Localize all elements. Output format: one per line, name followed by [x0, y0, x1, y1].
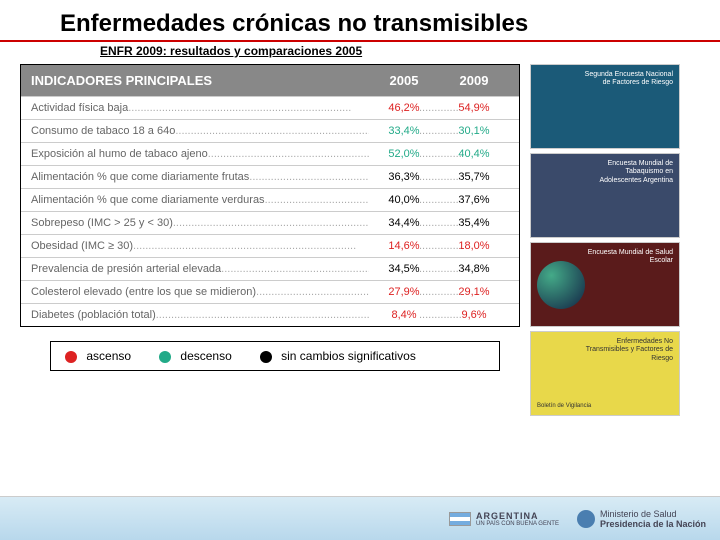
footer-ministry-text: Ministerio de Salud	[600, 509, 706, 519]
footer-tagline: UN PAÍS CON BUENA GENTE	[476, 521, 559, 527]
table-row: Obesidad (IMC ≥ 30)14,6%18,0%	[21, 234, 519, 257]
row-value-2005: 36,3%	[369, 171, 439, 183]
table-row: Consumo de tabaco 18 a 64o33,4%30,1%	[21, 119, 519, 142]
row-label: Obesidad (IMC ≥ 30)	[31, 240, 369, 252]
publication-thumb: Enfermedades No Transmisibles y Factores…	[530, 331, 680, 416]
row-label: Alimentación % que come diariamente frut…	[31, 171, 369, 183]
table-row: Exposición al humo de tabaco ajeno52,0%4…	[21, 142, 519, 165]
row-value-2005: 27,9%	[369, 286, 439, 298]
row-value-2005: 33,4%	[369, 125, 439, 137]
footer-presidency-text: Presidencia de la Nación	[600, 519, 706, 529]
row-label: Actividad física baja	[31, 102, 369, 114]
row-value-2005: 46,2%	[369, 102, 439, 114]
flag-icon	[449, 512, 471, 526]
footer-argentina: ARGENTINA UN PAÍS CON BUENA GENTE	[449, 511, 559, 527]
row-value-2005: 34,5%	[369, 263, 439, 275]
row-label: Colesterol elevado (entre los que se mid…	[31, 286, 369, 298]
footer-argentina-text: ARGENTINA	[476, 511, 559, 521]
page-title: Enfermedades crónicas no transmisibles	[0, 0, 720, 42]
header-2005: 2005	[369, 73, 439, 88]
row-value-2005: 40,0%	[369, 194, 439, 206]
publication-thumbnails: Segunda Encuesta Nacional de Factores de…	[530, 64, 710, 420]
content-area: INDICADORES PRINCIPALES 2005 2009 Activi…	[0, 64, 720, 371]
row-value-2005: 34,4%	[369, 217, 439, 229]
publication-thumb: Segunda Encuesta Nacional de Factores de…	[530, 64, 680, 149]
table-row: Alimentación % que come diariamente verd…	[21, 188, 519, 211]
dot-black-icon	[260, 351, 272, 363]
table-row: Sobrepeso (IMC > 25 y < 30)34,4%35,4%	[21, 211, 519, 234]
dot-green-icon	[159, 351, 171, 363]
dot-red-icon	[65, 351, 77, 363]
header-2009: 2009	[439, 73, 509, 88]
footer-ministry: Ministerio de Salud Presidencia de la Na…	[577, 509, 706, 529]
table-header: INDICADORES PRINCIPALES 2005 2009	[21, 65, 519, 96]
header-label: INDICADORES PRINCIPALES	[31, 73, 369, 88]
legend-descenso-label: descenso	[180, 349, 231, 363]
row-label: Diabetes (población total)	[31, 309, 369, 321]
shield-icon	[577, 510, 595, 528]
page-subtitle: ENFR 2009: resultados y comparaciones 20…	[0, 42, 720, 64]
row-value-2005: 8,4%	[369, 309, 439, 321]
thumb-subtitle: Boletín de Vigilancia	[537, 403, 667, 409]
row-label: Sobrepeso (IMC > 25 y < 30)	[31, 217, 369, 229]
row-value-2005: 14,6%	[369, 240, 439, 252]
table-row: Colesterol elevado (entre los que se mid…	[21, 280, 519, 303]
thumb-title: Encuesta Mundial de Salud Escolar	[583, 249, 673, 266]
thumb-title: Segunda Encuesta Nacional de Factores de…	[583, 71, 673, 88]
thumb-title: Encuesta Mundial de Tabaquismo en Adoles…	[583, 160, 673, 185]
table-row: Prevalencia de presión arterial elevada3…	[21, 257, 519, 280]
thumb-title: Enfermedades No Transmisibles y Factores…	[583, 338, 673, 363]
legend-ascenso: ascenso	[65, 349, 131, 363]
row-value-2005: 52,0%	[369, 148, 439, 160]
row-label: Consumo de tabaco 18 a 64o	[31, 125, 369, 137]
row-label: Prevalencia de presión arterial elevada	[31, 263, 369, 275]
legend: ascenso descenso sin cambios significati…	[50, 341, 500, 371]
table-row: Alimentación % que come diariamente frut…	[21, 165, 519, 188]
globe-icon	[537, 261, 585, 309]
publication-thumb: Encuesta Mundial de Salud Escolar	[530, 242, 680, 327]
row-label: Exposición al humo de tabaco ajeno	[31, 148, 369, 160]
table-row: Actividad física baja46,2%54,9%	[21, 96, 519, 119]
legend-sincambio: sin cambios significativos	[260, 349, 416, 363]
footer-bar: ARGENTINA UN PAÍS CON BUENA GENTE Minist…	[0, 496, 720, 540]
table-row: Diabetes (población total)8,4%9,6%	[21, 303, 519, 326]
legend-ascenso-label: ascenso	[86, 349, 131, 363]
row-label: Alimentación % que come diariamente verd…	[31, 194, 369, 206]
indicators-table: INDICADORES PRINCIPALES 2005 2009 Activi…	[20, 64, 520, 327]
legend-descenso: descenso	[159, 349, 232, 363]
legend-sincambio-label: sin cambios significativos	[281, 349, 416, 363]
publication-thumb: Encuesta Mundial de Tabaquismo en Adoles…	[530, 153, 680, 238]
